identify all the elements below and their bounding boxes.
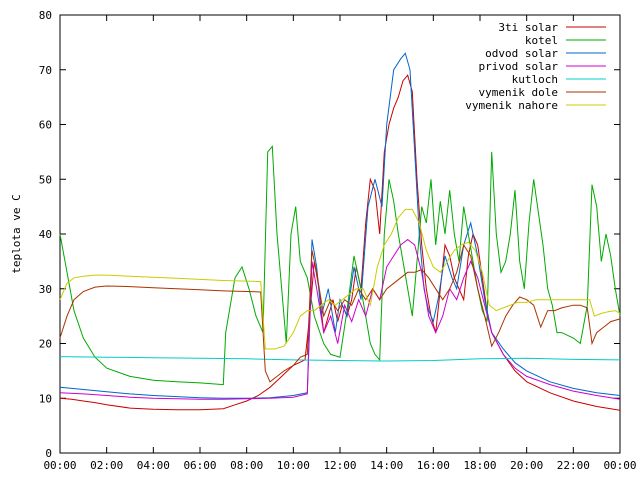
y-tick-label: 0 bbox=[45, 447, 52, 460]
x-tick-label: 06:00 bbox=[183, 459, 216, 472]
x-tick-label: 14:00 bbox=[370, 459, 403, 472]
x-tick-label: 22:00 bbox=[557, 459, 590, 472]
x-tick-label: 20:00 bbox=[510, 459, 543, 472]
y-tick-label: 70 bbox=[39, 64, 52, 77]
series-line-kutloch bbox=[59, 356, 621, 362]
series-line-privod-solar bbox=[59, 238, 621, 400]
x-tick-label: 00:00 bbox=[603, 459, 636, 472]
series-line-vymenik-nahore bbox=[59, 208, 621, 350]
legend-label: odvod solar bbox=[485, 47, 558, 60]
axis-ticks: 0 10 20 30 40 50 60 70 80 00:00 02:00 04:00 06:00 08:… bbox=[39, 9, 637, 472]
y-tick-label: 40 bbox=[39, 228, 52, 241]
legend-label: vymenik nahore bbox=[465, 99, 558, 112]
y-tick-label: 30 bbox=[39, 283, 52, 296]
x-tick-label: 04:00 bbox=[137, 459, 170, 472]
legend-label: kutloch bbox=[512, 73, 558, 86]
y-axis-label: teplota ve C bbox=[10, 194, 23, 273]
y-tick-label: 50 bbox=[39, 173, 52, 186]
x-tick-label: 00:00 bbox=[43, 459, 76, 472]
series-line-3ti-solar bbox=[59, 74, 621, 411]
x-tick-label: 18:00 bbox=[463, 459, 496, 472]
series-line-kotel bbox=[59, 145, 621, 386]
x-tick-label: 08:00 bbox=[230, 459, 263, 472]
series-line-odvod-solar bbox=[59, 52, 621, 399]
series-lines bbox=[59, 52, 621, 411]
y-tick-label: 10 bbox=[39, 392, 52, 405]
y-tick-label: 80 bbox=[39, 9, 52, 22]
y-tick-label: 60 bbox=[39, 119, 52, 132]
legend-label: vymenik dole bbox=[479, 86, 558, 99]
series-line-vymenik-dole bbox=[59, 243, 621, 383]
y-tick-label: 20 bbox=[39, 338, 52, 351]
legend-label: 3ti solar bbox=[498, 21, 558, 34]
x-tick-label: 10:00 bbox=[277, 459, 310, 472]
x-tick-label: 02:00 bbox=[90, 459, 123, 472]
x-tick-label: 12:00 bbox=[323, 459, 356, 472]
x-tick-label: 16:00 bbox=[417, 459, 450, 472]
legend-label: kotel bbox=[525, 34, 558, 47]
legend-label: privod solar bbox=[479, 60, 559, 73]
